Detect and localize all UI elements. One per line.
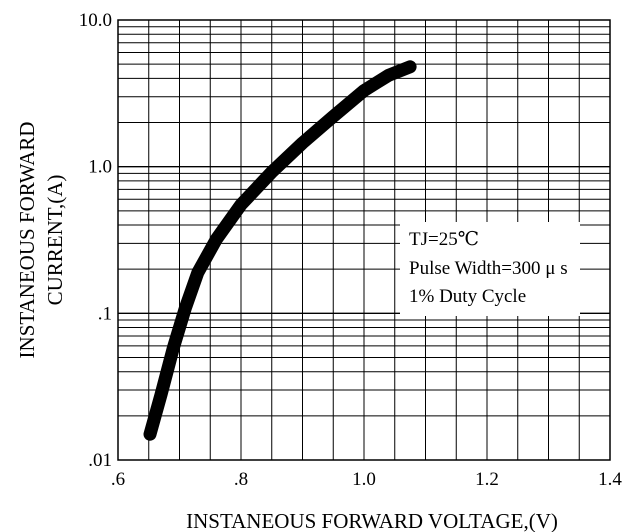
annotation-duty-cycle: 1% Duty Cycle <box>409 286 526 307</box>
y-axis-title: INSTANEOUS FORWARD CURRENT,(A) <box>15 122 67 359</box>
y-tick-label: 1.0 <box>88 157 112 178</box>
y-tick-label: .01 <box>88 450 112 471</box>
x-tick-label: .6 <box>111 469 125 490</box>
series-line <box>143 60 417 441</box>
x-tick-label: 1.0 <box>352 469 376 490</box>
x-tick-label: 1.2 <box>475 469 499 490</box>
y-tick-label: .1 <box>98 303 112 324</box>
y-tick-labels: .01 .1 1.0 10.0 <box>79 10 112 471</box>
y-tick-label: 10.0 <box>79 10 112 31</box>
annotation-tj: TJ=25℃ <box>409 229 479 250</box>
y-axis-title-line-1: INSTANEOUS FORWARD <box>15 122 39 359</box>
x-axis-title: INSTANEOUS FORWARD VOLTAGE,(V) <box>186 509 558 532</box>
plot-frame <box>117 19 611 461</box>
x-tick-label: .8 <box>234 469 248 490</box>
annotation-pulse-width: Pulse Width=300 μ s <box>409 258 568 279</box>
y-axis-title-line-2: CURRENT,(A) <box>43 175 67 306</box>
annotation-box: TJ=25℃ Pulse Width=300 μ s 1% Duty Cycle <box>400 222 580 316</box>
x-tick-label: 1.4 <box>598 469 622 490</box>
x-tick-labels: .6 .8 1.0 1.2 1.4 <box>111 469 623 490</box>
